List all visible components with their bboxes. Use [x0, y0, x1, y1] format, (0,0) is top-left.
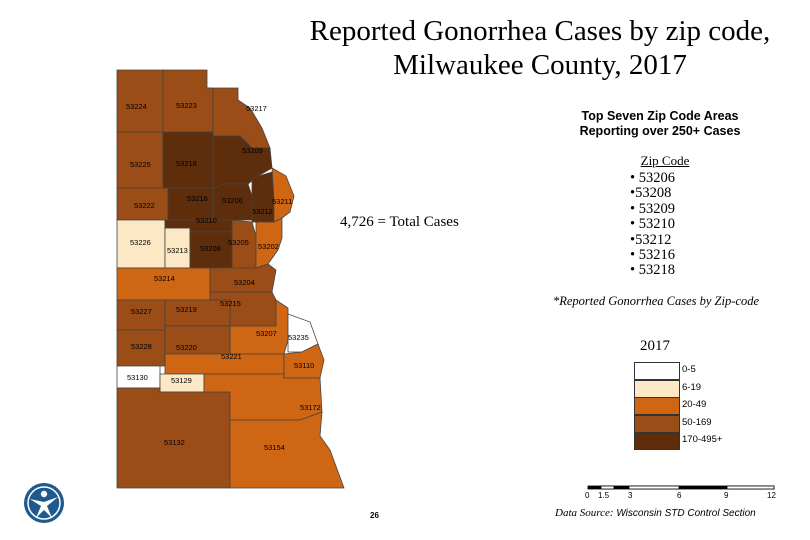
subtitle-line-1: Top Seven Zip Code Areas	[581, 109, 739, 123]
zip-label-53216: 53216	[187, 194, 208, 203]
zip-label-53204: 53204	[234, 278, 255, 287]
top-zip-item: • 53209	[630, 200, 675, 217]
subtitle-line-2: Reporting over 250+ Cases	[579, 124, 741, 138]
legend-label-3: 50-169	[682, 417, 712, 428]
footnote: *Reported Gonorrhea Cases by Zip-code	[553, 294, 759, 308]
zip-label-53221: 53221	[221, 352, 242, 361]
zip-label-53130: 53130	[127, 373, 148, 382]
data-source-name: Wisconsin STD Control Section	[616, 508, 756, 519]
zip-region-53214	[116, 267, 211, 301]
scale-label: 0	[585, 491, 590, 500]
zip-label-53207: 53207	[256, 329, 277, 338]
top-zip-item: • 53218	[630, 262, 675, 279]
legend-label-2: 20-49	[682, 399, 707, 410]
zip-label-53110: 53110	[294, 361, 314, 370]
zip-label-53205: 53205	[228, 238, 249, 247]
zip-label-53220: 53220	[176, 343, 197, 352]
zip-label-53209: 53209	[242, 146, 263, 155]
legend-swatch-1	[634, 380, 680, 398]
zip-label-53228: 53228	[131, 342, 152, 351]
data-source: Data Source: Wisconsin STD Control Secti…	[555, 507, 756, 519]
zip-label-53213: 53213	[167, 246, 188, 255]
zip-label-53218: 53218	[176, 159, 197, 168]
top-zip-item: • 53210	[630, 216, 675, 233]
map-title: Reported Gonorrhea Cases by zip code, Mi…	[300, 14, 780, 82]
zip-label-53129: 53129	[171, 376, 192, 385]
zip-label-53202: 53202	[258, 242, 279, 251]
zip-label-53206: 53206	[222, 196, 243, 205]
legend-swatch-3	[634, 415, 680, 433]
top-zip-item: • 53216	[630, 247, 675, 264]
scale-label: 1.5	[598, 491, 610, 500]
data-source-prefix: Data Source:	[555, 507, 614, 519]
zip-label-53172: 53172	[300, 403, 321, 412]
legend-label-0: 0-5	[682, 364, 696, 375]
legend-swatch-2	[634, 397, 680, 415]
top-seven-subtitle: Top Seven Zip Code Areas Reporting over …	[540, 109, 780, 139]
zip-label-53222: 53222	[134, 201, 155, 210]
zip-label-53214: 53214	[154, 274, 175, 283]
zip-label-53226: 53226	[130, 238, 151, 247]
zip-label-53224: 53224	[126, 102, 147, 111]
zip-label-53219: 53219	[176, 305, 197, 314]
zip-code-header: Zip Code	[640, 153, 690, 168]
scale-label: 12	[767, 491, 776, 500]
scale-bar	[587, 485, 775, 490]
title-line-1: Reported Gonorrhea Cases by zip code,	[309, 15, 771, 47]
zip-label-53227: 53227	[131, 307, 152, 316]
zip-label-53154: 53154	[264, 443, 285, 452]
zip-label-53215: 53215	[220, 299, 241, 308]
zip-region-53211	[271, 167, 295, 223]
top-zip-item: • 53206	[630, 170, 675, 186]
zip-label-53210: 53210	[196, 216, 217, 225]
zip-label-53235: 53235	[288, 333, 309, 342]
zip-region-53224	[116, 69, 164, 133]
total-cases: 4,726 = Total Cases	[340, 214, 459, 230]
page-number: 26	[370, 511, 379, 520]
zip-label-53208: 53208	[200, 244, 221, 253]
zip-label-53211: 53211	[272, 197, 292, 206]
top-zip-item: •53208	[630, 185, 672, 202]
legend-swatch-0	[634, 362, 680, 380]
legend-label-4: 170-495+	[682, 434, 723, 445]
legend-label-1: 6-19	[682, 382, 702, 393]
scale-label: 6	[677, 491, 682, 500]
scale-label: 9	[724, 491, 729, 500]
legend-swatch-4	[634, 432, 680, 450]
top-zip-list: • 53206 •53208 • 53209 • 53210 •53212 • …	[630, 170, 710, 279]
scale-label: 3	[628, 491, 633, 500]
legend-year: 2017	[640, 338, 670, 354]
title-line-2: Milwaukee County, 2017	[393, 49, 687, 81]
zip-label-53217: 53217	[246, 104, 267, 113]
health-department-logo-icon	[24, 483, 64, 523]
zip-label-53223: 53223	[176, 101, 197, 110]
zip-region-53154	[229, 411, 345, 489]
zip-label-53225: 53225	[130, 160, 151, 169]
zip-label-53212: 53212	[252, 207, 273, 216]
zip-label-53132: 53132	[164, 438, 185, 447]
top-zip-item: •53212	[630, 231, 672, 248]
